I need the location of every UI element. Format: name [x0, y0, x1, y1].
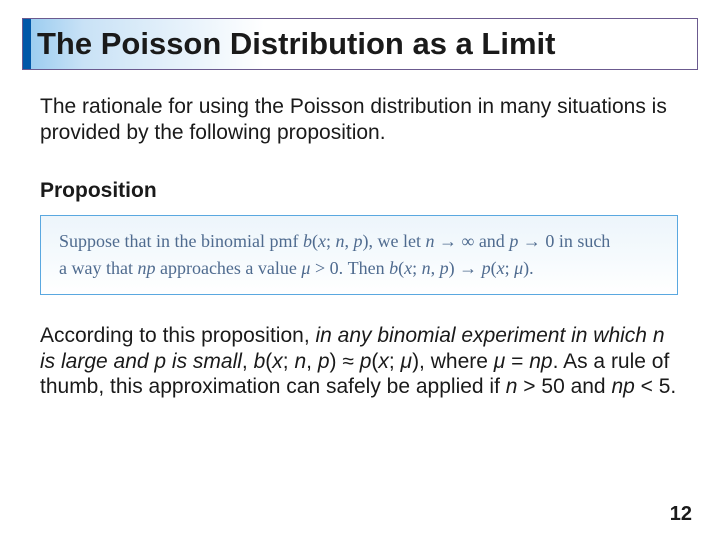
proposition-box-wrap: Suppose that in the binomial pmf b(x; n,… [40, 215, 678, 295]
t: np [529, 350, 552, 373]
t: < 5. [635, 375, 676, 398]
t: ), we let [363, 231, 426, 251]
conclusion-paragraph: According to this proposition, in any bi… [40, 323, 680, 400]
proposition-label: Proposition [40, 179, 680, 203]
title-accent-row: The Poisson Distribution as a Limit [23, 19, 697, 69]
t: μ [494, 350, 506, 373]
t: p [440, 258, 449, 278]
t: ). [523, 258, 534, 278]
t: b [389, 258, 398, 278]
t: μ [514, 258, 523, 278]
intro-paragraph: The rationale for using the Poisson dist… [40, 94, 680, 145]
t: np [611, 375, 634, 398]
t: According to this proposition, [40, 324, 315, 347]
t: b [303, 231, 312, 251]
t: → 0 in such [518, 231, 610, 251]
t: Suppose that in the binomial pmf [59, 231, 303, 251]
t: → ∞ and [434, 231, 509, 251]
t: p [509, 231, 518, 251]
t: n [294, 350, 306, 373]
t: n [336, 231, 345, 251]
t: = [505, 350, 529, 373]
t: ; [389, 350, 401, 373]
t: p [360, 350, 372, 373]
title-accent-bar [23, 19, 31, 69]
proposition-box: Suppose that in the binomial pmf b(x; n,… [40, 215, 678, 295]
slide-body: The rationale for using the Poisson dist… [40, 94, 680, 400]
slide: The Poisson Distribution as a Limit The … [0, 0, 720, 540]
title-box: The Poisson Distribution as a Limit [22, 18, 698, 70]
t: ) ≈ [330, 350, 360, 373]
t: p [482, 258, 491, 278]
title-gradient: The Poisson Distribution as a Limit [31, 19, 697, 69]
t: > 0. Then [310, 258, 389, 278]
t: approaches a value [155, 258, 301, 278]
t: ) → [449, 258, 482, 278]
t: ; [283, 350, 295, 373]
t: x [378, 350, 389, 373]
t: x [497, 258, 505, 278]
t: μ [401, 350, 413, 373]
t: , [306, 350, 318, 373]
t: ), where [412, 350, 494, 373]
t: n [506, 375, 518, 398]
prop-text: Suppose that in the binomial pmf b(x; n,… [59, 231, 610, 278]
t: a way that [59, 258, 137, 278]
t: x [272, 350, 283, 373]
t: ; [505, 258, 515, 278]
t: ; [412, 258, 422, 278]
t: , [345, 231, 354, 251]
t: , [431, 258, 440, 278]
page-title: The Poisson Distribution as a Limit [37, 26, 555, 62]
t: > 50 and [517, 375, 611, 398]
t: p [354, 231, 363, 251]
t: n [422, 258, 431, 278]
t: p [318, 350, 330, 373]
t: np [137, 258, 155, 278]
t: , [242, 350, 254, 373]
t: x [404, 258, 412, 278]
t: ; [326, 231, 336, 251]
t: b [254, 350, 266, 373]
t: x [318, 231, 326, 251]
page-number: 12 [670, 503, 692, 526]
